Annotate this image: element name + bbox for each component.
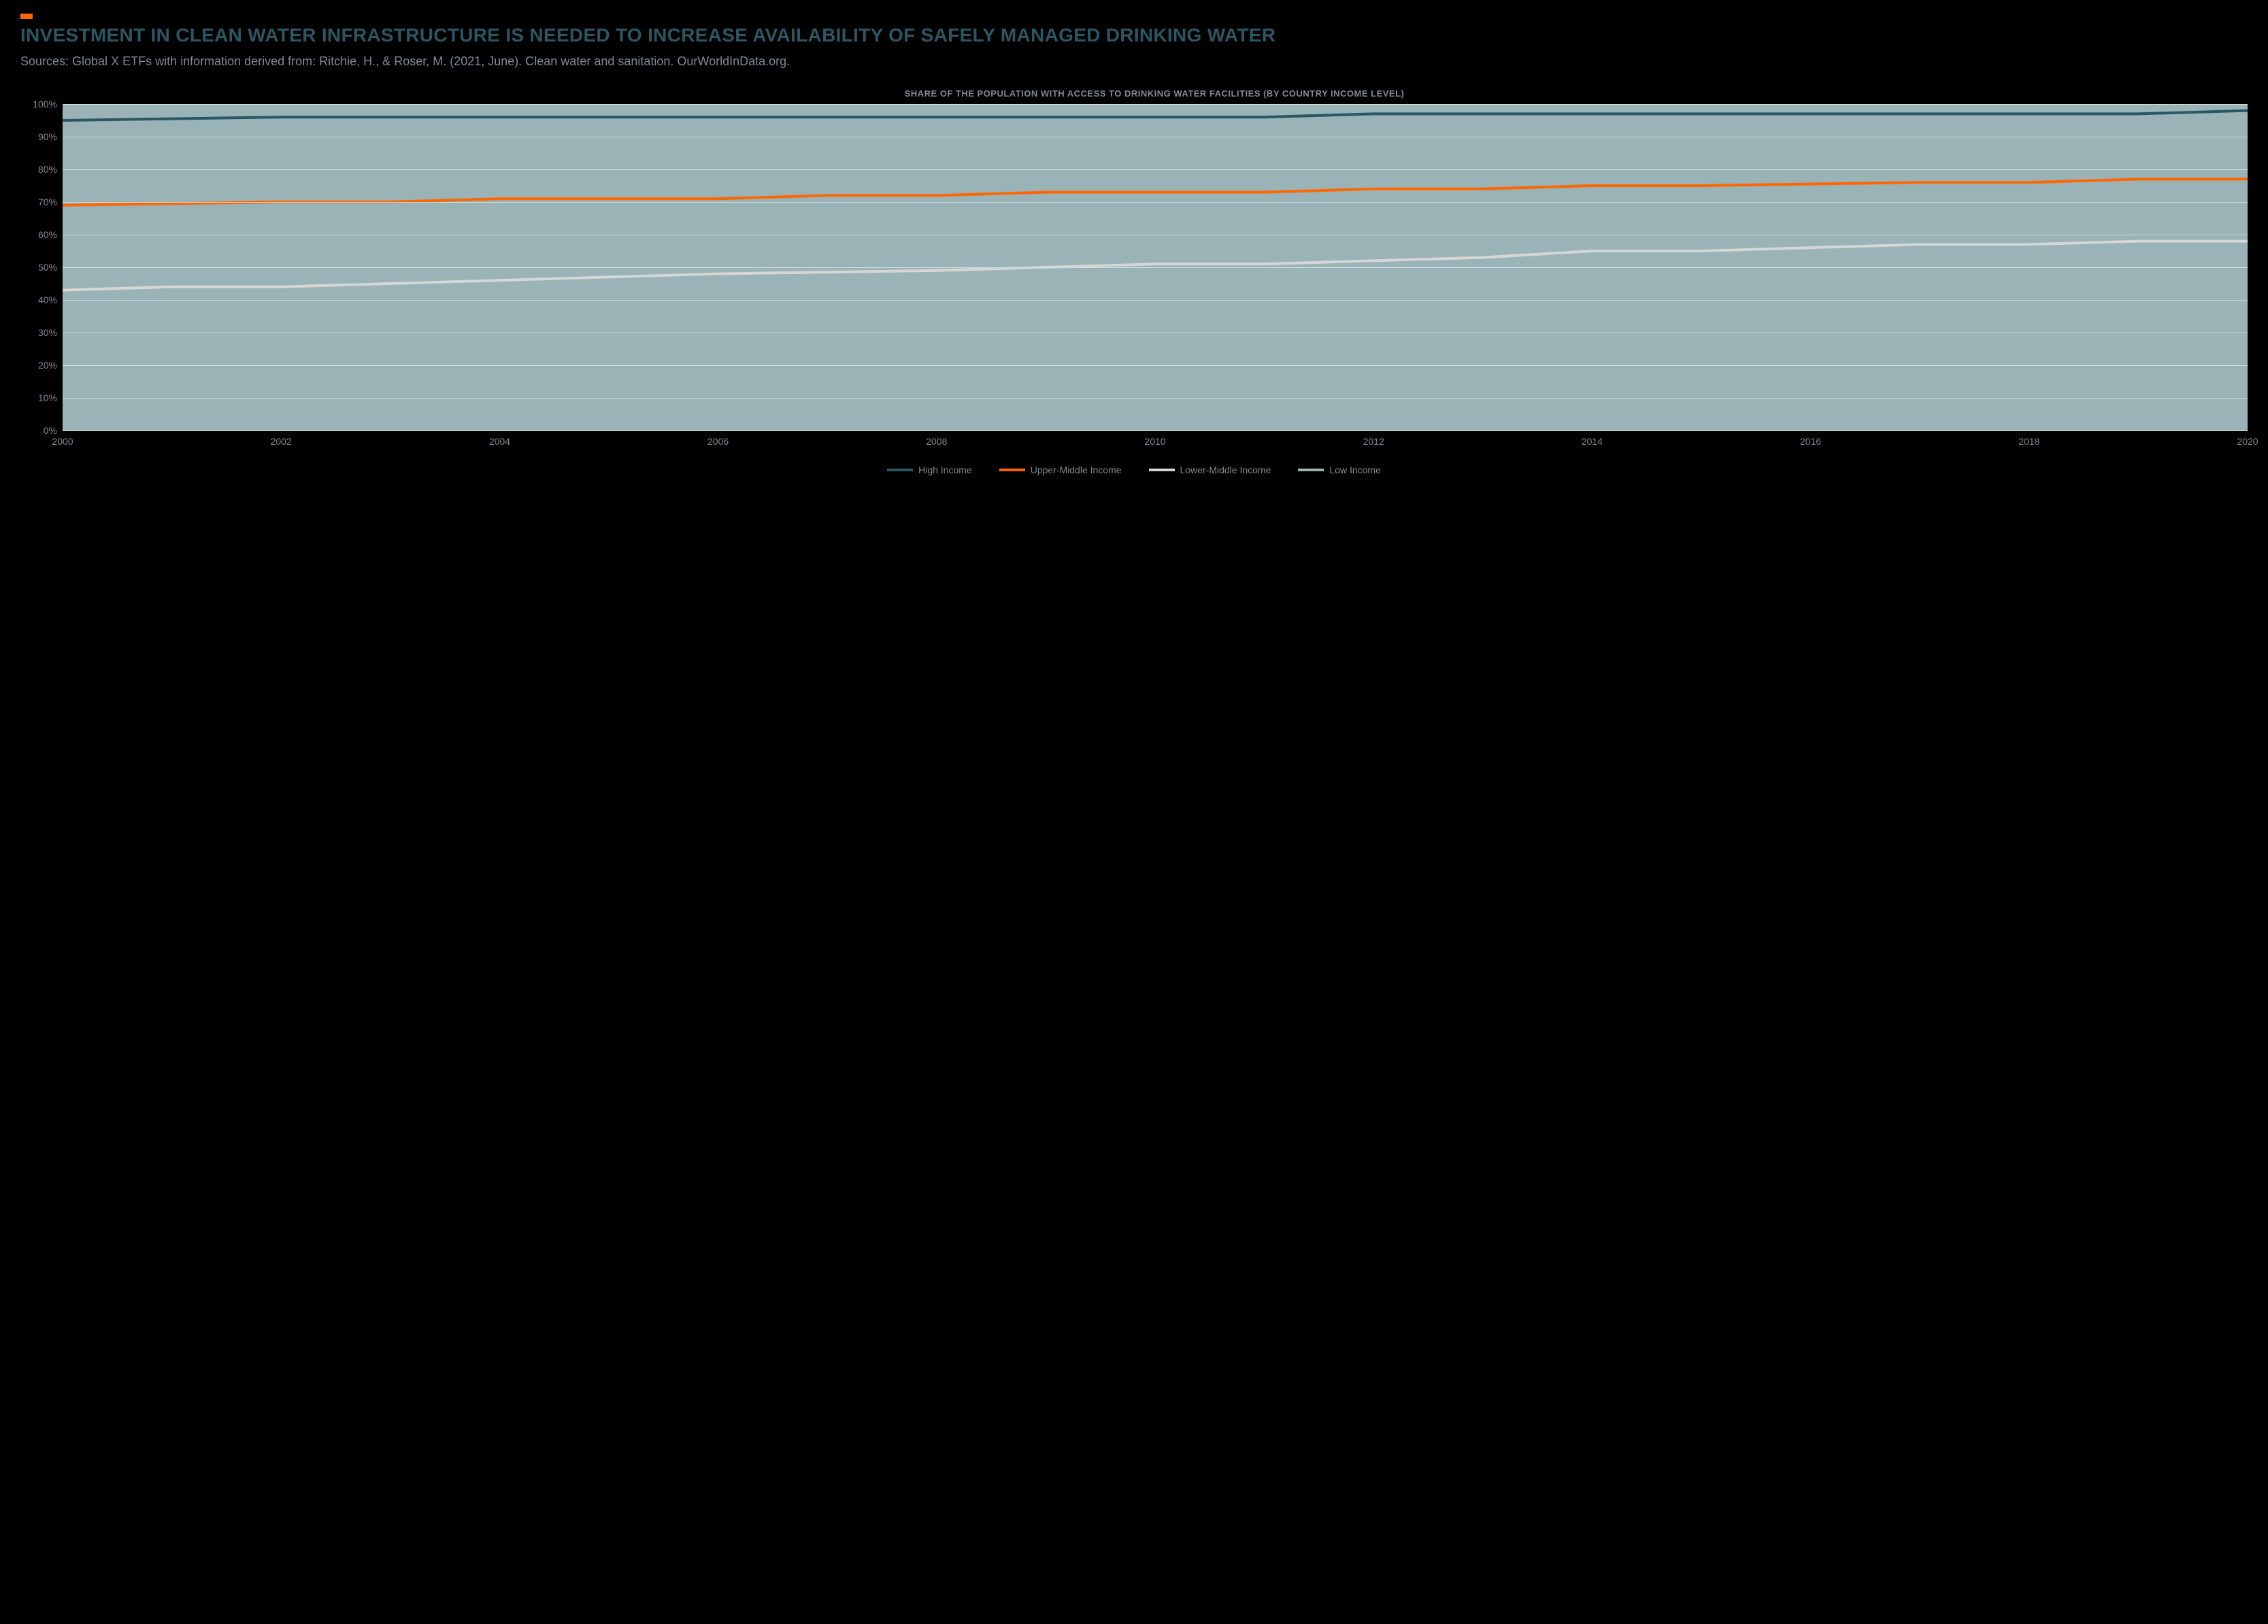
y-tick-label: 30% (38, 327, 57, 338)
gridline (63, 398, 2248, 399)
gridline (63, 267, 2248, 268)
legend-label: Low Income (1329, 464, 1380, 475)
y-tick-label: 90% (38, 131, 57, 142)
gridline (63, 169, 2248, 170)
legend-swatch (1298, 469, 1324, 471)
legend-label: Lower-Middle Income (1180, 464, 1271, 475)
x-tick-label: 2010 (1144, 436, 1165, 447)
y-tick-label: 60% (38, 229, 57, 240)
x-tick-label: 2014 (1582, 436, 1603, 447)
x-tick-label: 2002 (271, 436, 292, 447)
y-tick-label: 100% (33, 99, 57, 109)
x-tick-label: 2008 (926, 436, 947, 447)
y-tick-label: 20% (38, 360, 57, 371)
gridline (63, 104, 2248, 105)
accent-bar (20, 14, 33, 19)
x-axis: 2000200220042006200820102012201420162018… (63, 436, 2248, 450)
gridline (63, 365, 2248, 366)
x-tick-label: 2012 (1363, 436, 1384, 447)
legend: High Income Upper-Middle Income Lower-Midd… (20, 464, 2248, 475)
legend-swatch (1149, 469, 1175, 471)
y-tick-label: 0% (44, 425, 57, 436)
x-tick-label: 2018 (2018, 436, 2039, 447)
legend-label: Upper-Middle Income (1031, 464, 1122, 475)
y-tick-label: 40% (38, 294, 57, 305)
series-line-high (63, 111, 2248, 120)
x-tick-label: 2004 (489, 436, 510, 447)
legend-swatch (887, 469, 913, 471)
gridline (63, 300, 2248, 301)
page-title: INVESTMENT IN CLEAN WATER INFRASTRUCTURE… (20, 24, 2248, 46)
y-tick-label: 10% (38, 392, 57, 403)
legend-item-high: High Income (887, 464, 972, 475)
x-tick-label: 2020 (2237, 436, 2258, 447)
x-tick-label: 2016 (1800, 436, 1821, 447)
sources-text: Sources: Global X ETFs with information … (20, 53, 2248, 69)
gridline (63, 202, 2248, 203)
legend-item-low: Low Income (1298, 464, 1380, 475)
x-tick-label: 2000 (52, 436, 73, 447)
series-line-lower_middle (63, 241, 2248, 290)
legend-item-upper_middle: Upper-Middle Income (999, 464, 1122, 475)
x-tick-label: 2006 (707, 436, 729, 447)
legend-swatch (999, 469, 1025, 471)
chart-container: SHARE OF THE POPULATION WITH ACCESS TO D… (20, 88, 2248, 475)
legend-item-lower_middle: Lower-Middle Income (1149, 464, 1271, 475)
y-tick-label: 80% (38, 164, 57, 175)
gridline (63, 430, 2248, 431)
y-axis: 0%10%20%30%40%50%60%70%80%90%100% (20, 104, 63, 430)
plot-row: 0%10%20%30%40%50%60%70%80%90%100% (20, 104, 2248, 430)
plot-area (63, 104, 2248, 430)
chart-subtitle: SHARE OF THE POPULATION WITH ACCESS TO D… (61, 88, 2248, 99)
legend-label: High Income (918, 464, 972, 475)
y-tick-label: 50% (38, 262, 57, 273)
y-tick-label: 70% (38, 197, 57, 207)
